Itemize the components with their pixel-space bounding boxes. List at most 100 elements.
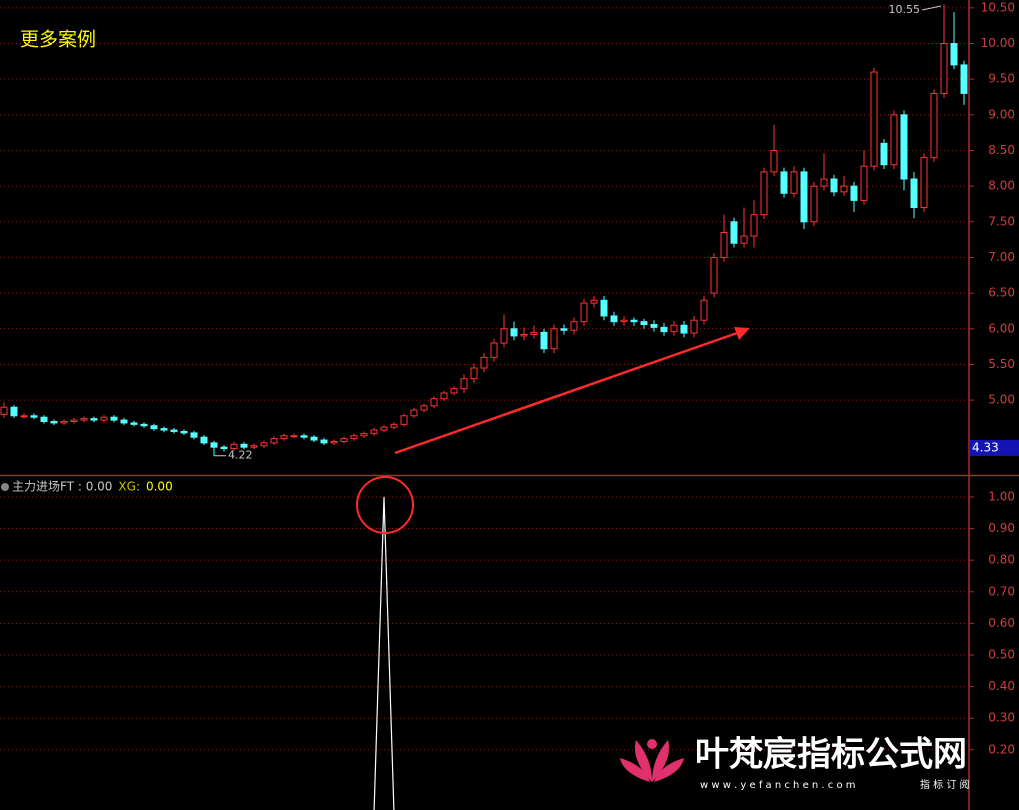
- candle-body: [790, 171, 798, 194]
- candle-body: [750, 214, 758, 237]
- candle-body: [950, 43, 958, 66]
- candle-body: [470, 367, 478, 380]
- candle-body: [280, 435, 288, 440]
- y-tick-label: 0.20: [988, 742, 1015, 756]
- candle-body: [40, 416, 48, 423]
- candle-body: [420, 405, 428, 411]
- y-tick-label: 5.00: [988, 393, 1015, 407]
- candle-body: [740, 235, 748, 244]
- y-tick-label: 8.00: [988, 179, 1015, 193]
- candle-body: [70, 419, 78, 423]
- candle-body: [120, 419, 128, 424]
- candle-body: [200, 436, 208, 444]
- y-tick-label: 0.80: [988, 553, 1015, 567]
- low-label: 4.22: [228, 449, 253, 462]
- candle-body: [600, 299, 608, 317]
- high-label: 10.55: [889, 3, 921, 16]
- candle-body: [80, 418, 88, 421]
- candle-body: [640, 321, 648, 326]
- candle-body: [490, 342, 498, 358]
- y-tick-label: 6.50: [988, 286, 1015, 300]
- candle-body: [690, 319, 698, 334]
- candle-body: [610, 315, 618, 323]
- candle-body: [110, 416, 118, 421]
- candle-body: [410, 409, 418, 417]
- candle-body: [130, 422, 138, 425]
- candle-body: [240, 443, 248, 448]
- candle-body: [510, 328, 518, 337]
- candle-body: [330, 440, 338, 444]
- y-tick-label: 6.00: [988, 321, 1015, 335]
- candle-body: [720, 232, 728, 258]
- candle-body: [500, 328, 508, 344]
- candle-body: [900, 114, 908, 180]
- candle-body: [370, 429, 378, 435]
- candle-body: [540, 331, 548, 350]
- candle-body: [930, 92, 938, 159]
- y-tick-label: 8.50: [988, 143, 1015, 157]
- candle-body: [450, 388, 458, 394]
- candle-body: [380, 426, 388, 431]
- candle-body: [440, 392, 448, 400]
- candle-body: [780, 171, 788, 194]
- candle-body: [670, 324, 678, 333]
- chart-title: 更多案例: [20, 29, 96, 51]
- candle-body: [920, 157, 928, 209]
- watermark-title: 叶梵宸指标公式网: [695, 735, 967, 775]
- y-tick-label: 9.50: [988, 72, 1015, 86]
- candle-body: [90, 418, 98, 421]
- candle-body: [570, 321, 578, 331]
- candle-body: [290, 435, 298, 438]
- y-tick-label: 10.00: [981, 36, 1015, 50]
- legend-icon: [1, 483, 9, 491]
- candle-body: [620, 319, 628, 323]
- annotation-arrow: [921, 5, 942, 11]
- candle-body: [940, 43, 948, 94]
- y-tick-label: 0.30: [988, 711, 1015, 725]
- watermark-tagline: 指 标 订 阅: [920, 778, 970, 791]
- candle-body: [630, 319, 638, 323]
- candle-body: [320, 439, 328, 444]
- y-tick-label: 0.70: [988, 584, 1015, 598]
- candle-body: [870, 71, 878, 167]
- candle-body: [880, 142, 888, 166]
- trend-arrow-head: [734, 327, 750, 340]
- trend-arrow: [394, 330, 741, 455]
- candle-body: [830, 178, 838, 193]
- candle-body: [810, 185, 818, 223]
- candle-body: [480, 356, 488, 369]
- candle-body: [580, 302, 588, 323]
- candle-body: [770, 149, 778, 173]
- candle-body: [310, 436, 318, 441]
- candle-body: [190, 432, 198, 438]
- y-tick-label: 5.50: [988, 357, 1015, 371]
- watermark-url: w w w . y e f a n c h e n . c o m: [700, 780, 856, 791]
- candle-body: [390, 423, 398, 428]
- y-tick-label: 0.90: [988, 521, 1015, 535]
- candle-body: [890, 114, 898, 166]
- candle-body: [180, 430, 188, 434]
- candle-body: [650, 324, 658, 328]
- candle-body: [30, 415, 38, 418]
- last-price-label: 4.33: [972, 440, 999, 454]
- candle-body: [10, 406, 18, 417]
- legend-text: 0.00: [146, 480, 173, 494]
- candle-body: [800, 171, 808, 223]
- candle-body: [50, 421, 58, 424]
- candle-body: [170, 429, 178, 432]
- candle-body: [340, 438, 348, 442]
- candle-body: [60, 421, 68, 424]
- candle-body: [860, 165, 868, 201]
- candle-body: [520, 333, 528, 337]
- y-tick-label: 9.00: [988, 107, 1015, 121]
- candle-body: [220, 446, 228, 450]
- candle-body: [560, 328, 568, 331]
- candle-body: [150, 425, 158, 430]
- candle-body: [760, 171, 768, 216]
- candle-body: [350, 435, 358, 440]
- last-price-box: [970, 439, 1019, 456]
